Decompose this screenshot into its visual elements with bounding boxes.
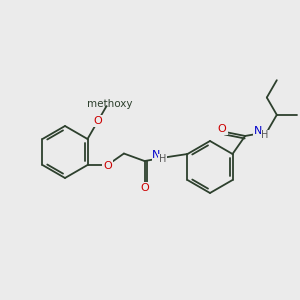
Text: O: O <box>103 161 112 171</box>
Text: methoxy: methoxy <box>87 99 132 109</box>
Text: N: N <box>254 126 262 136</box>
Text: H: H <box>159 154 166 164</box>
Text: O: O <box>140 183 149 193</box>
Text: O: O <box>93 116 102 126</box>
Text: O: O <box>218 124 226 134</box>
Text: N: N <box>152 150 160 160</box>
Text: H: H <box>261 130 269 140</box>
